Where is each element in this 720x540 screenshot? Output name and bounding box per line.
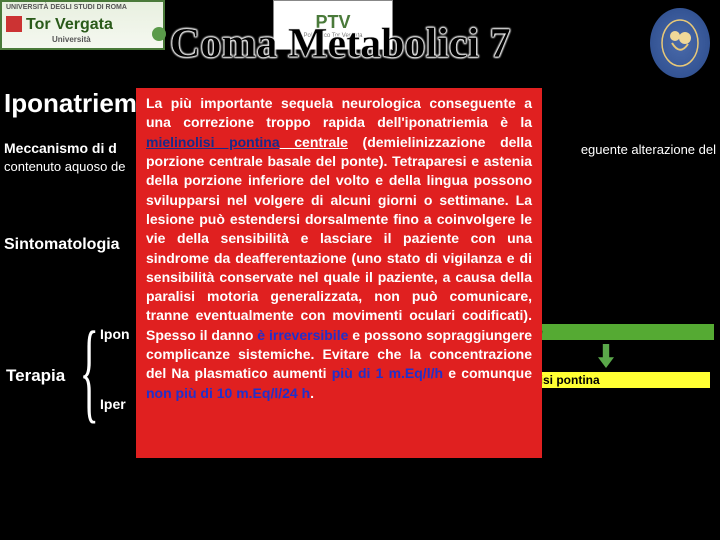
bg-mechanism-label: Meccanismo di d (4, 140, 117, 156)
bg-iper-label: Iper (100, 396, 126, 412)
bg-sintomatologia-label: Sintomatologia (4, 236, 120, 254)
logo-oval-icon (650, 8, 710, 78)
callout-limit1: più di 1 m.Eq/l/h (332, 365, 443, 381)
callout-centrale: centrale (280, 134, 348, 150)
logo-square-icon (6, 16, 22, 32)
bg-heading-iponatriemia: Iponatriem (4, 88, 137, 119)
callout-t1b: sequela neurologica (281, 95, 421, 111)
bg-mechanism-right: eguente alterazione del (581, 142, 716, 157)
callout-period: . (310, 385, 314, 401)
callout-t1a: La più importante (146, 95, 281, 111)
slide-title: Coma Metabolici 7 (170, 20, 511, 68)
logo-torvergata-main: Tor Vergata (26, 16, 113, 34)
logo-torvergata-top: UNIVERSITÀ DEGLI STUDI DI ROMA (6, 4, 127, 11)
arrow-down-icon (598, 344, 614, 368)
logo-dot-icon (152, 27, 166, 41)
callout-limit2: non più di 10 m.Eq/l/24 h (146, 385, 310, 401)
oval-figure-icon (660, 18, 700, 68)
bg-ipon-label: Ipon (100, 326, 130, 342)
red-callout: La più importante sequela neurologica co… (136, 88, 542, 458)
logo-torvergata: UNIVERSITÀ DEGLI STUDI DI ROMA Tor Verga… (0, 0, 165, 50)
bg-contenuto: contenuto aquoso de (4, 159, 125, 174)
brace-terapia-icon: { (80, 327, 99, 417)
callout-t4: e comunque (443, 365, 532, 381)
logo-torvergata-sub: Università (52, 35, 91, 44)
bg-terapia-label: Terapia (6, 366, 65, 386)
callout-mielinolisi: mielinolisi pontina (146, 134, 280, 150)
callout-t2: (demielinizzazione della porzione centra… (146, 134, 532, 343)
callout-irreversibile: è irreversibile (257, 327, 348, 343)
